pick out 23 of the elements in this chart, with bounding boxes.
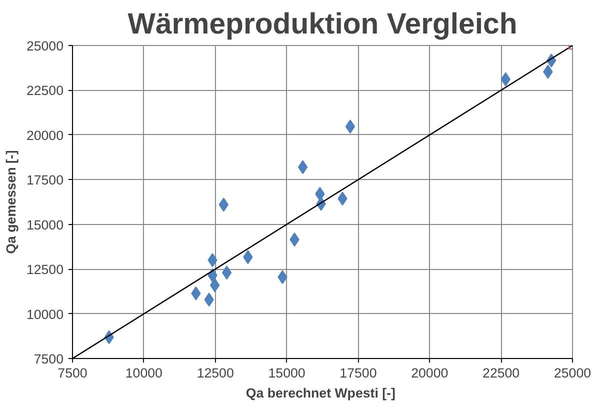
point <box>222 266 232 280</box>
x-tick-label: 20000 <box>411 366 448 380</box>
x-tick-label: 17500 <box>340 366 377 380</box>
x-tick-label: 12500 <box>196 366 234 380</box>
point <box>298 160 308 174</box>
x-axis-title: Qa berechnet Wpesti [-] <box>246 386 396 400</box>
y-tick-label: 17500 <box>26 172 64 188</box>
y-axis-title: Qa gemessen [-] <box>3 150 18 254</box>
x-tick-label: 15000 <box>268 366 306 380</box>
x-tick-label: 25000 <box>554 366 592 380</box>
y-tick-label: 12500 <box>26 262 64 278</box>
x-tick-label: 7500 <box>58 366 88 380</box>
y-tick-label: 7500 <box>34 352 64 366</box>
y-tick-label: 25000 <box>26 38 64 54</box>
y-tick-label: 22500 <box>26 83 64 98</box>
y-tick-label: 15000 <box>26 217 64 232</box>
x-tick-label: 22500 <box>482 366 520 380</box>
point <box>345 120 356 134</box>
y-tick-label: 10000 <box>26 306 64 322</box>
point <box>210 278 220 292</box>
y-tick-label: 20000 <box>26 128 64 143</box>
chart-title: Wärmeproduktion Vergleich <box>128 8 518 40</box>
x-tick-label: 10000 <box>125 366 162 380</box>
